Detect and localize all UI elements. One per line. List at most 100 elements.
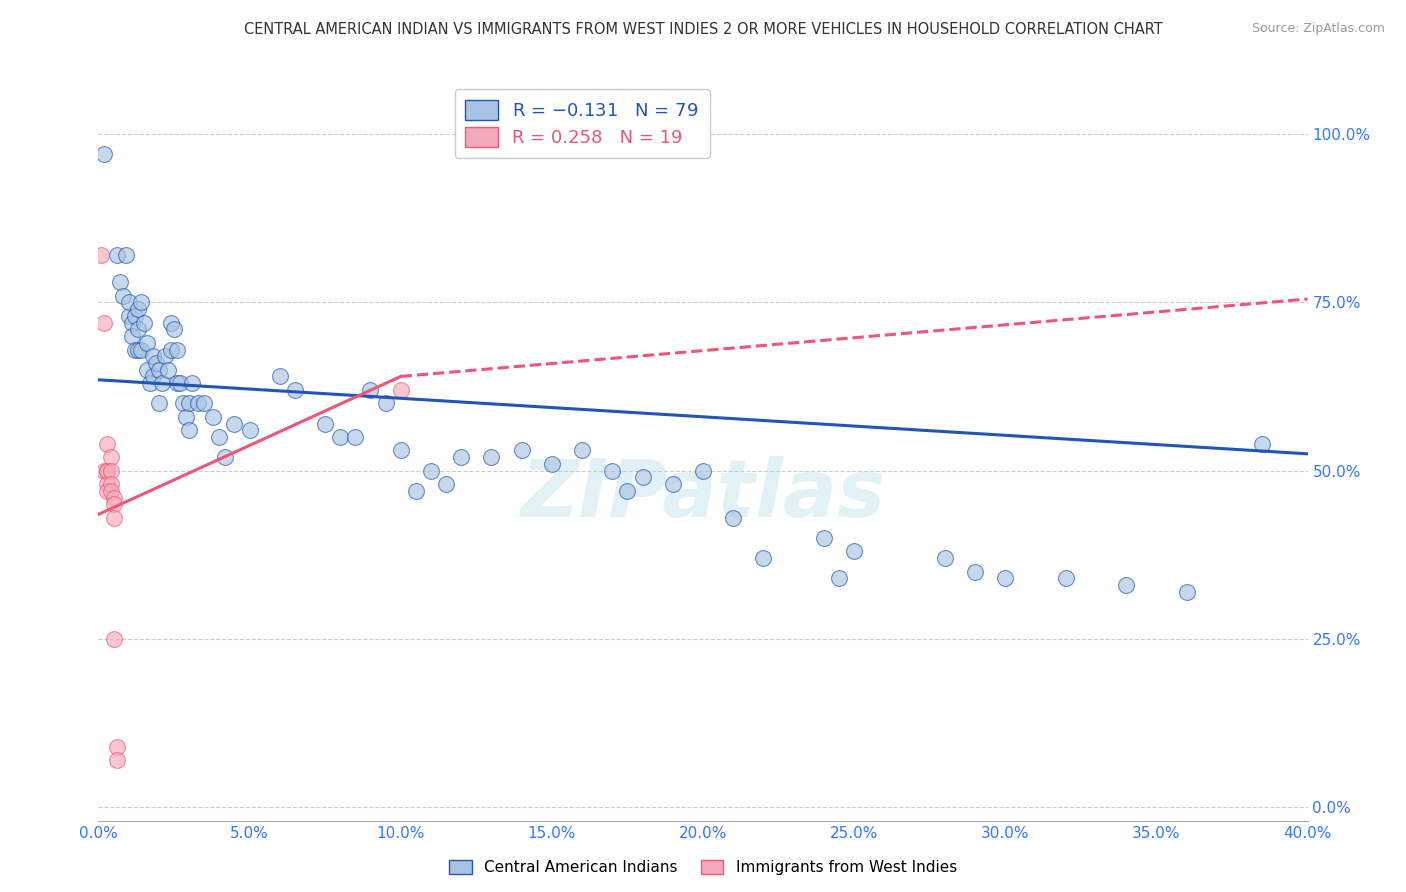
Point — [105, 739, 128, 754]
Point — [103, 491, 125, 505]
Point — [510, 443, 533, 458]
Point — [344, 430, 367, 444]
Point — [844, 544, 866, 558]
Point — [129, 295, 152, 310]
Point — [148, 396, 170, 410]
Point — [139, 376, 162, 391]
Point — [329, 430, 352, 444]
Point — [124, 343, 146, 357]
Text: ZIPatlas: ZIPatlas — [520, 456, 886, 534]
Point — [692, 464, 714, 478]
Point — [239, 423, 262, 437]
Point — [135, 335, 157, 350]
Point — [540, 457, 562, 471]
Legend: Central American Indians, Immigrants from West Indies: Central American Indians, Immigrants fro… — [444, 855, 962, 880]
Point — [127, 343, 149, 357]
Point — [269, 369, 291, 384]
Point — [934, 551, 956, 566]
Point — [193, 396, 215, 410]
Point — [420, 464, 443, 478]
Point — [96, 464, 118, 478]
Point — [179, 396, 201, 410]
Point — [389, 443, 412, 458]
Point — [160, 316, 183, 330]
Point — [108, 275, 131, 289]
Point — [166, 376, 188, 391]
Point — [142, 349, 165, 363]
Point — [135, 362, 157, 376]
Legend: R = $-$0.131   N = 79, R = 0.258   N = 19: R = $-$0.131 N = 79, R = 0.258 N = 19 — [454, 89, 710, 158]
Point — [1251, 436, 1274, 450]
Point — [153, 349, 176, 363]
Point — [96, 483, 118, 498]
Point — [374, 396, 396, 410]
Point — [118, 295, 141, 310]
Point — [103, 632, 125, 646]
Point — [96, 477, 118, 491]
Point — [187, 396, 209, 410]
Point — [148, 362, 170, 376]
Point — [93, 464, 115, 478]
Point — [129, 343, 152, 357]
Point — [434, 477, 457, 491]
Point — [481, 450, 503, 465]
Point — [214, 450, 236, 465]
Point — [174, 409, 197, 424]
Point — [181, 376, 204, 391]
Point — [127, 302, 149, 317]
Point — [142, 369, 165, 384]
Point — [100, 450, 122, 465]
Point — [93, 316, 115, 330]
Point — [111, 288, 134, 302]
Point — [602, 464, 624, 478]
Point — [828, 571, 851, 585]
Point — [360, 383, 382, 397]
Point — [114, 248, 136, 262]
Point — [124, 309, 146, 323]
Point — [96, 436, 118, 450]
Y-axis label: 2 or more Vehicles in Household: 2 or more Vehicles in Household — [0, 326, 7, 574]
Point — [105, 753, 128, 767]
Point — [752, 551, 775, 566]
Point — [100, 477, 122, 491]
Point — [994, 571, 1017, 585]
Point — [121, 316, 143, 330]
Point — [450, 450, 472, 465]
Point — [166, 343, 188, 357]
Point — [662, 477, 685, 491]
Point — [723, 510, 745, 524]
Text: CENTRAL AMERICAN INDIAN VS IMMIGRANTS FROM WEST INDIES 2 OR MORE VEHICLES IN HOU: CENTRAL AMERICAN INDIAN VS IMMIGRANTS FR… — [243, 22, 1163, 37]
Point — [571, 443, 593, 458]
Point — [150, 376, 173, 391]
Point — [100, 464, 122, 478]
Point — [631, 470, 654, 484]
Point — [172, 396, 194, 410]
Point — [616, 483, 638, 498]
Point — [121, 329, 143, 343]
Point — [1175, 584, 1198, 599]
Point — [1054, 571, 1077, 585]
Point — [1115, 578, 1137, 592]
Point — [389, 383, 412, 397]
Point — [96, 464, 118, 478]
Point — [118, 309, 141, 323]
Point — [202, 409, 225, 424]
Text: Source: ZipAtlas.com: Source: ZipAtlas.com — [1251, 22, 1385, 36]
Point — [169, 376, 191, 391]
Point — [127, 322, 149, 336]
Point — [103, 510, 125, 524]
Point — [100, 483, 122, 498]
Point — [160, 343, 183, 357]
Point — [93, 147, 115, 161]
Point — [284, 383, 307, 397]
Point — [314, 417, 336, 431]
Point — [103, 497, 125, 511]
Point — [179, 423, 201, 437]
Point — [163, 322, 186, 336]
Point — [132, 316, 155, 330]
Point — [208, 430, 231, 444]
Point — [965, 565, 987, 579]
Point — [156, 362, 179, 376]
Point — [813, 531, 835, 545]
Point — [105, 248, 128, 262]
